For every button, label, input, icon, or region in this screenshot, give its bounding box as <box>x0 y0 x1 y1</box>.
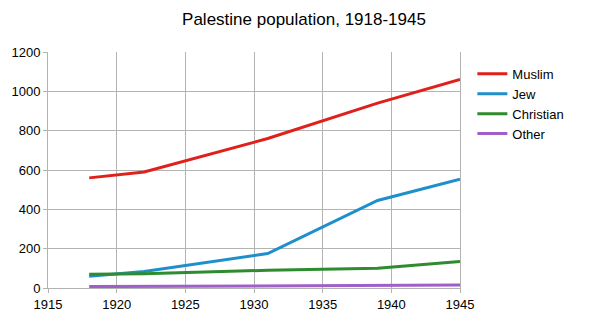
svg-text:200: 200 <box>19 241 41 256</box>
svg-text:1930: 1930 <box>240 297 269 312</box>
svg-text:400: 400 <box>19 202 41 217</box>
svg-text:1925: 1925 <box>171 297 200 312</box>
svg-text:1915: 1915 <box>34 297 63 312</box>
svg-text:Other: Other <box>512 127 545 142</box>
svg-text:800: 800 <box>19 123 41 138</box>
svg-text:1945: 1945 <box>446 297 475 312</box>
svg-text:1920: 1920 <box>102 297 131 312</box>
svg-text:1000: 1000 <box>11 84 40 99</box>
svg-text:1940: 1940 <box>377 297 406 312</box>
svg-text:Jew: Jew <box>512 87 536 102</box>
svg-text:1935: 1935 <box>308 297 337 312</box>
svg-text:Christian: Christian <box>512 107 563 122</box>
svg-text:0: 0 <box>33 281 40 296</box>
svg-text:Muslim: Muslim <box>512 67 553 82</box>
svg-text:600: 600 <box>19 163 41 178</box>
svg-text:1200: 1200 <box>11 45 40 60</box>
svg-text:Palestine population, 1918-194: Palestine population, 1918-1945 <box>182 10 426 29</box>
